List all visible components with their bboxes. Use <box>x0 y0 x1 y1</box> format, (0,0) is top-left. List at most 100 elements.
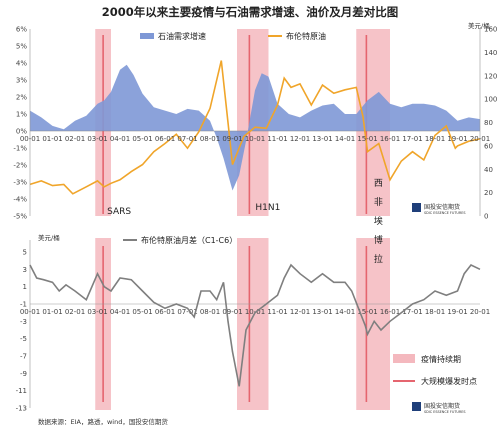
legend-label-demand: 石油需求增速 <box>158 31 206 41</box>
top-left-tick-label: 4% <box>16 60 27 68</box>
bottom-y-tick-label: -13 <box>16 405 27 413</box>
top-x-tick-label: 05-01 <box>132 135 152 143</box>
logo-sub-top: SDIC ESSENCE FUTURES <box>424 211 466 215</box>
top-right-tick-label: 100 <box>484 96 497 104</box>
bottom-x-tick-label: 00-01 <box>20 308 40 316</box>
bottom-y-tick-label: -5 <box>20 335 27 343</box>
top-x-tick-label: 15-01 <box>357 135 377 143</box>
bottom-x-tick-label: 20-01 <box>470 308 490 316</box>
legend-label-spread: 布伦特原油月差（C1-C6） <box>141 235 237 245</box>
bottom-y-tick-label: -11 <box>16 387 27 395</box>
top-x-tick-label: 07-01 <box>177 135 197 143</box>
bottom-x-tick-label: 17-01 <box>402 308 422 316</box>
spread-path <box>29 263 481 387</box>
bottom-x-tick-label: 13-01 <box>312 308 332 316</box>
top-left-tick-label: 2% <box>16 94 27 102</box>
top-x-tick-label: 17-01 <box>402 135 422 143</box>
chart-title: 2000年以来主要疫情与石油需求增速、油价及月差对比图 <box>102 5 399 19</box>
bottom-y-tick-label: -1 <box>20 301 27 309</box>
logo-text-top: 国投安信期货 <box>424 203 460 211</box>
top-x-tick-label: 08-01 <box>200 135 220 143</box>
top-x-tick-label: 01-01 <box>42 135 62 143</box>
legend-label-band: 疫情持续期 <box>421 354 461 364</box>
top-left-tick-label: 3% <box>16 77 27 85</box>
top-right-tick-label: 60 <box>484 142 493 150</box>
top-left-tick-label: -5% <box>13 213 27 221</box>
top-logo: 国投安信期货 SDIC ESSENCE FUTURES <box>412 203 466 215</box>
bottom-y-tick-label: -9 <box>20 370 27 378</box>
event-label-ebola-char: 埃 <box>374 215 383 227</box>
bottom-x-tick-label: 14-01 <box>335 308 355 316</box>
event-label-ebola-char: 非 <box>374 196 383 208</box>
legend-swatch-band <box>393 354 415 363</box>
top-right-tick-label: 120 <box>484 72 497 80</box>
top-axes: -5% -4% -3% -2% -1% 0% 1% 2% 3% 4% 5% 6% 0 20 40 60 80 10… <box>13 26 497 221</box>
bottom-x-tick-label: 09-01 <box>222 308 242 316</box>
top-legend: 石油需求增速 布伦特原油 <box>140 31 326 41</box>
top-left-tick-label: 0% <box>16 128 27 136</box>
bottom-y-tick-label: 3 <box>23 266 27 274</box>
top-x-tick-label: 11-01 <box>267 135 287 143</box>
top-right-tick-label: 160 <box>484 26 497 34</box>
bottom-x-tick-label: 16-01 <box>380 308 400 316</box>
top-x-tick-label: 12-01 <box>290 135 310 143</box>
top-left-tick-label: 1% <box>16 111 27 119</box>
bottom-x-tick-label: 01-01 <box>42 308 62 316</box>
top-x-tick-label: 16-01 <box>380 135 400 143</box>
bottom-x-tick-label: 04-01 <box>110 308 130 316</box>
top-left-tick-label: -2% <box>13 162 27 170</box>
top-left-tick-label: 6% <box>16 26 27 34</box>
top-right-tick-label: 20 <box>484 189 493 197</box>
top-right-unit: 美元/桶 <box>468 21 490 30</box>
top-x-tick-label: 13-01 <box>312 135 332 143</box>
bottom-x-tick-label: 18-01 <box>425 308 445 316</box>
top-right-tick-label: 140 <box>484 49 497 57</box>
top-right-tick-label: 40 <box>484 166 493 174</box>
event-band-bottom-1 <box>237 238 269 410</box>
brent-price-path <box>29 60 481 195</box>
bottom-x-tick-label: 07-01 <box>177 308 197 316</box>
brent-price-line <box>29 60 481 195</box>
bottom-x-tick-label: 03-01 <box>87 308 107 316</box>
logo-sub-bottom: SDIC ESSENCE FUTURES <box>424 410 466 414</box>
top-x-tick-label: 02-01 <box>65 135 85 143</box>
spread-line <box>29 263 481 387</box>
top-right-tick-label: 80 <box>484 119 493 127</box>
top-x-tick-label: 06-01 <box>155 135 175 143</box>
bottom-x-tick-label: 12-01 <box>290 308 310 316</box>
legend-label-brent: 布伦特原油 <box>286 31 326 41</box>
bottom-y-tick-label: -3 <box>20 318 27 326</box>
source-note: 数据来源：EIA，路透，wind，国投安信期货 <box>38 417 168 426</box>
top-x-tick-label: 18-01 <box>425 135 445 143</box>
bottom-x-tick-label: 15-01 <box>357 308 377 316</box>
bottom-x-tick-label: 11-01 <box>267 308 287 316</box>
bottom-left-unit: 美元/桶 <box>38 233 60 242</box>
top-x-tick-label: 03-01 <box>87 135 107 143</box>
event-label-ebola-char: 西 <box>374 178 383 189</box>
bottom-y-tick-label: 1 <box>23 283 27 291</box>
top-right-tick-label: 0 <box>484 213 488 221</box>
top-x-tick-label: 10-01 <box>245 135 265 143</box>
bottom-legend-spread: 布伦特原油月差（C1-C6） <box>123 235 237 245</box>
logo-mark-icon <box>412 203 421 212</box>
top-x-tick-label: 09-01 <box>222 135 242 143</box>
bottom-x-tick-label: 08-01 <box>200 308 220 316</box>
top-left-tick-label: 5% <box>16 43 27 51</box>
bottom-x-tick-label: 02-01 <box>65 308 85 316</box>
logo-mark-icon <box>412 402 421 411</box>
logo-text-bottom: 国投安信期货 <box>424 402 460 410</box>
event-label-h1n1: H1N1 <box>255 203 280 213</box>
bottom-y-tick-label: 5 <box>23 249 27 257</box>
event-label-sars: SARS <box>107 207 131 217</box>
top-left-tick-label: -4% <box>13 196 27 204</box>
event-label-ebola-char: 博 <box>374 234 383 246</box>
top-left-tick-label: -3% <box>13 179 27 187</box>
top-x-tick-label: 00-01 <box>20 135 40 143</box>
legend-label-peak: 大规模爆发时点 <box>421 376 477 386</box>
bottom-x-tick-label: 05-01 <box>132 308 152 316</box>
bottom-event-bands <box>95 238 390 410</box>
bottom-logo: 国投安信期货 SDIC ESSENCE FUTURES <box>412 402 466 414</box>
top-x-tick-label: 19-01 <box>447 135 467 143</box>
